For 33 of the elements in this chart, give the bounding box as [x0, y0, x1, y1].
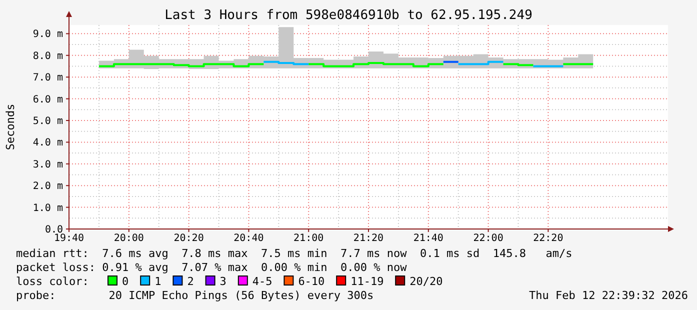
y-tick-label: 7.0 m [32, 72, 63, 84]
y-tick-label: 1.0 m [32, 202, 63, 214]
x-tick-label: 22:20 [533, 233, 564, 244]
y-tick-label: 9.0 m [32, 29, 63, 40]
text: probe: 20 ICMP Echo Pings (56 Bytes) every 300s [16, 289, 374, 302]
y-tick-label: 2.0 m [32, 181, 63, 192]
y-tick-label: 3.0 m [32, 159, 63, 170]
x-tick-label: 20:20 [174, 233, 204, 244]
x-tick-label: 21:00 [294, 233, 324, 244]
legend-label: 4-5 [252, 275, 272, 288]
x-tick-label: 19:40 [54, 233, 84, 244]
text: packet loss: 0.91 % avg 7.07 % max 0.00 % min 0.00 % now [16, 261, 408, 274]
x-tick-label: 21:40 [413, 233, 444, 244]
y-axis-title: Seconds [4, 104, 17, 150]
legend-label: 6-10 [298, 275, 325, 288]
legend-title: loss color: [16, 275, 89, 288]
chart-title: Last 3 Hours from 598e0846910b to 62.95.195.249 [164, 8, 532, 23]
y-tick-label: 8.0 m [32, 50, 63, 62]
legend-label: 1 [154, 275, 162, 288]
legend-label: 2 [187, 275, 194, 288]
legend-label: 20/20 [410, 275, 443, 288]
text: Thu Feb 12 22:39:32 2026 [529, 289, 688, 302]
y-tick-label: 4.0 m [32, 138, 63, 149]
y-tick-label: 5.0 m [32, 116, 63, 127]
legend-label: 3 [220, 275, 226, 288]
x-tick-label: 20:00 [114, 233, 144, 244]
x-tick-label: 21:20 [353, 233, 384, 244]
legend-label: 0 [122, 275, 129, 288]
y-tick-label: 6.0 m [32, 94, 63, 106]
legend-label: 11-19 [350, 275, 384, 288]
x-tick-label: 20:40 [234, 233, 264, 244]
x-tick-label: 22:00 [473, 233, 504, 244]
text: median rtt: 7.6 ms avg 7.8 ms max 7.5 ms min 7.7 ms now 0.1 ms sd 145.8 am/s [16, 247, 572, 260]
